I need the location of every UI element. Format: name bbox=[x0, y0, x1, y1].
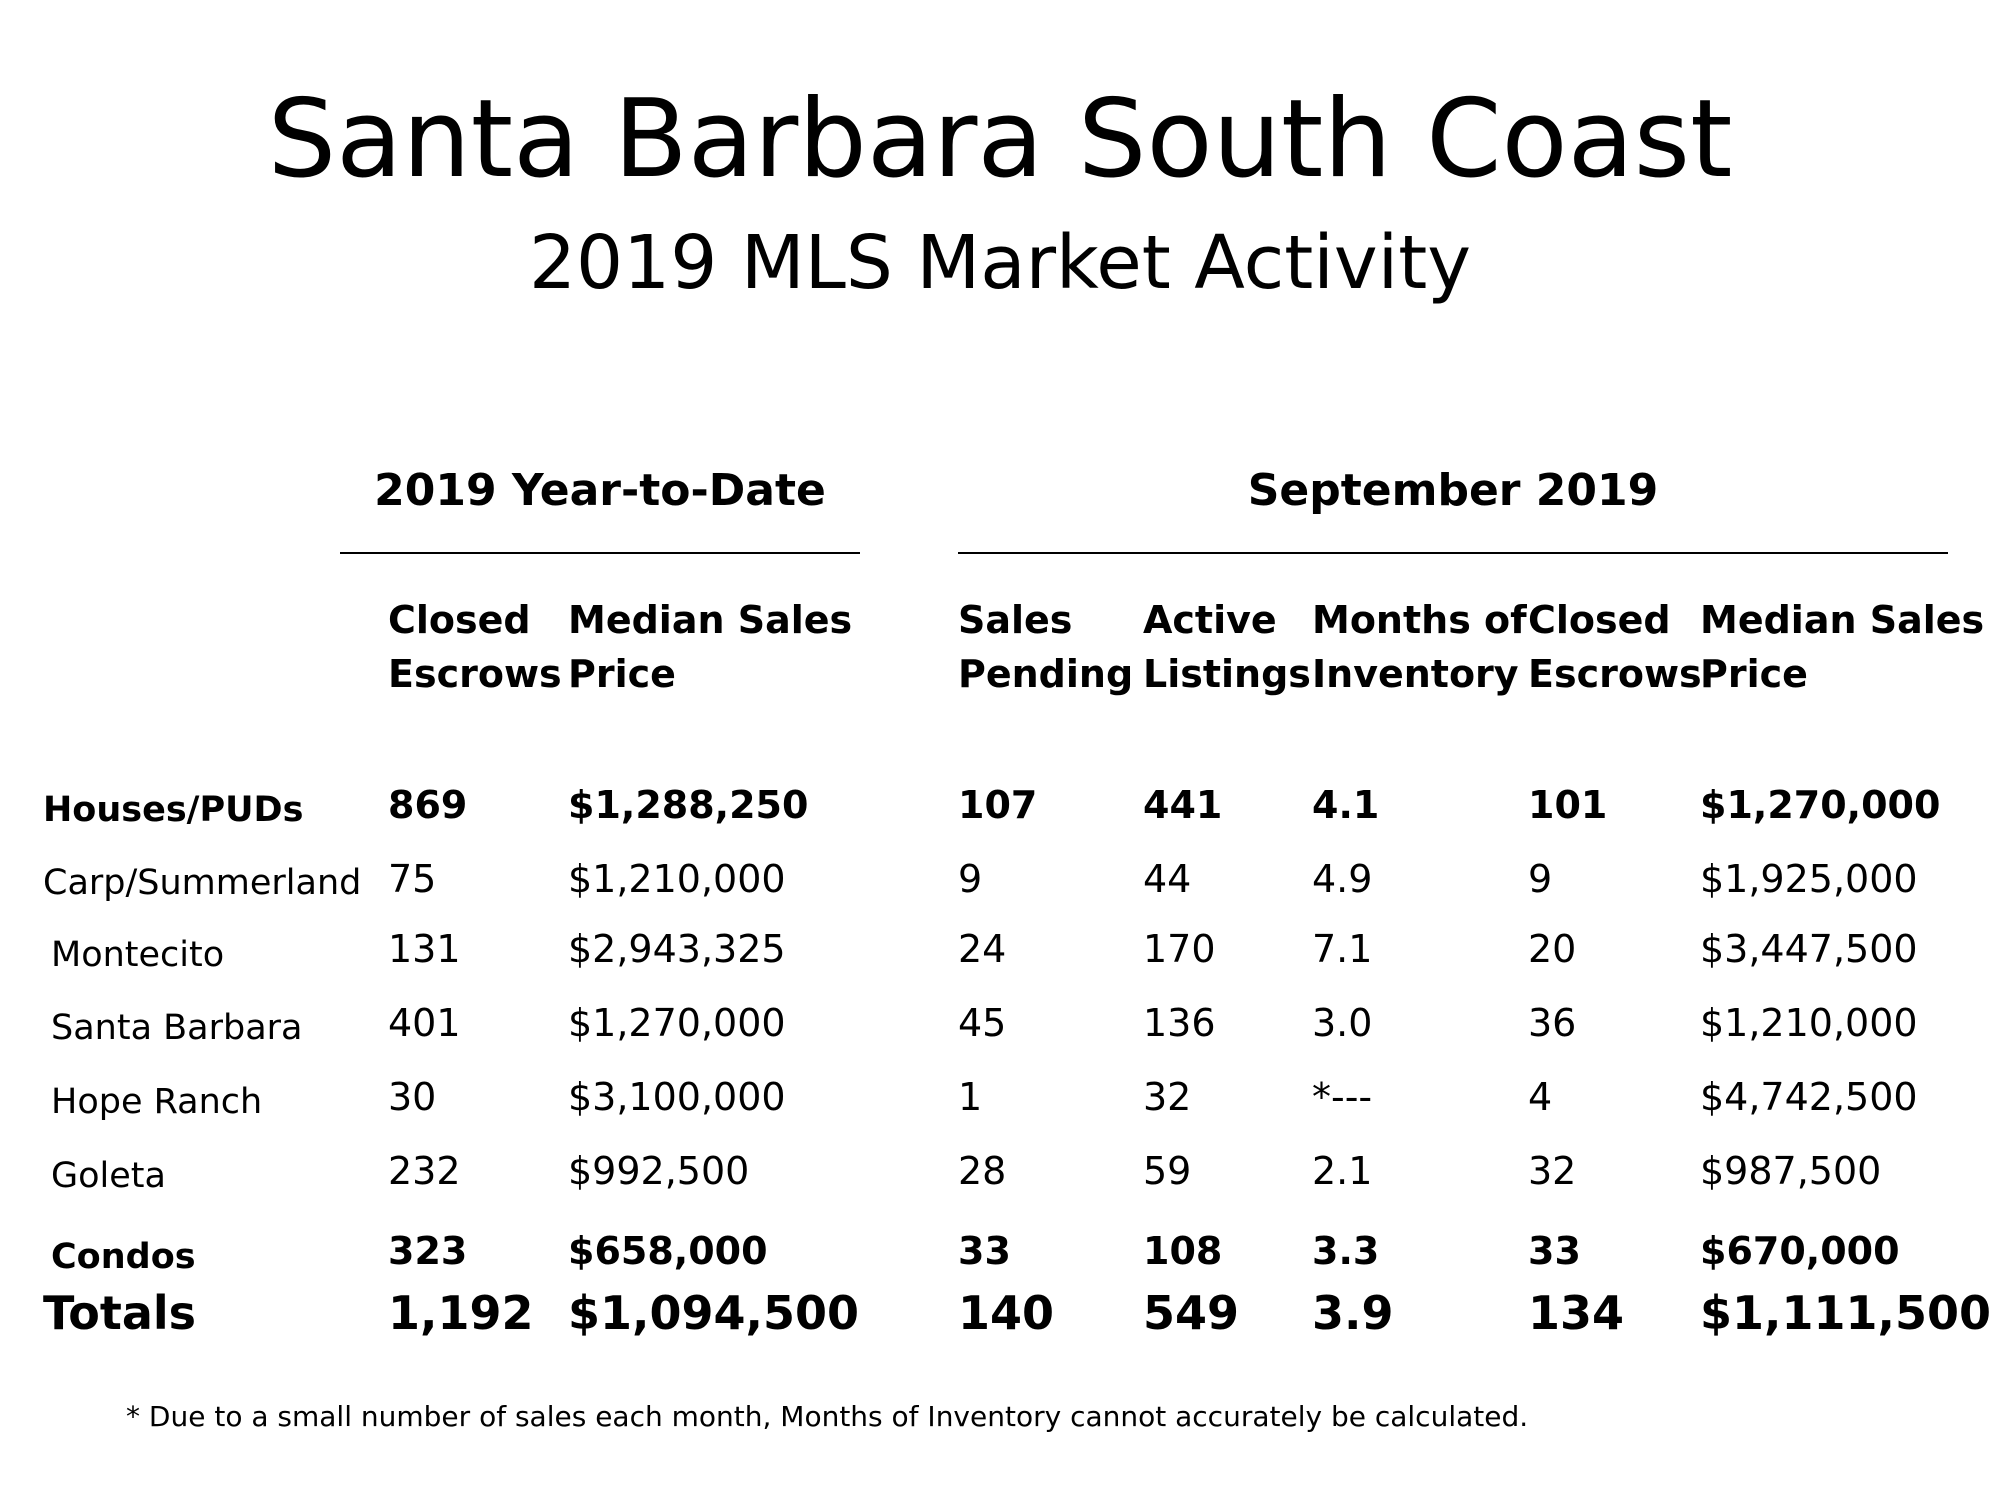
table-cell: 3.0 bbox=[1312, 1001, 1373, 1045]
group-header-month: September 2019 bbox=[1247, 465, 1659, 516]
column-header-months-inventory: Months of Inventory bbox=[1312, 598, 1527, 696]
row-label-goleta: Goleta bbox=[51, 1156, 166, 1196]
column-header-month-median-price: Median Sales Price bbox=[1700, 598, 1985, 696]
table-cell: 549 bbox=[1143, 1286, 1240, 1340]
table-cell: $992,500 bbox=[568, 1149, 750, 1193]
table-cell: 1,192 bbox=[388, 1286, 534, 1340]
table-cell: $1,270,000 bbox=[1700, 783, 1941, 827]
table-cell: 32 bbox=[1143, 1075, 1192, 1119]
table-cell: $1,210,000 bbox=[1700, 1001, 1918, 1045]
table-cell: 323 bbox=[388, 1229, 468, 1273]
table-cell: $4,742,500 bbox=[1700, 1075, 1918, 1119]
page-subtitle: 2019 MLS Market Activity bbox=[528, 220, 1472, 306]
table-cell: 107 bbox=[958, 783, 1038, 827]
page-title: Santa Barbara South Coast bbox=[267, 77, 1733, 202]
table-cell: $1,288,250 bbox=[568, 783, 809, 827]
table-cell: 9 bbox=[958, 857, 983, 901]
row-label-montecito: Montecito bbox=[51, 935, 225, 975]
table-cell: 170 bbox=[1143, 927, 1216, 971]
table-cell: 134 bbox=[1528, 1286, 1625, 1340]
table-cell: 45 bbox=[958, 1001, 1007, 1045]
table-cell: 4.9 bbox=[1312, 857, 1373, 901]
table-cell: 2.1 bbox=[1312, 1149, 1373, 1193]
column-header-ytd-closed-escrows: Closed Escrows bbox=[388, 598, 562, 696]
divider-month bbox=[958, 552, 1948, 554]
table-cell: 3.9 bbox=[1312, 1286, 1394, 1340]
row-label-carp-summerland: Carp/Summerland bbox=[43, 863, 362, 903]
table-cell: 4 bbox=[1528, 1075, 1553, 1119]
group-header-ytd: 2019 Year-to-Date bbox=[374, 465, 826, 516]
table-cell: 75 bbox=[388, 857, 437, 901]
table-cell: 59 bbox=[1143, 1149, 1192, 1193]
table-cell: 33 bbox=[958, 1229, 1011, 1273]
table-cell: 32 bbox=[1528, 1149, 1577, 1193]
table-cell: $670,000 bbox=[1700, 1229, 1900, 1273]
table-cell: 28 bbox=[958, 1149, 1007, 1193]
table-cell: 136 bbox=[1143, 1001, 1216, 1045]
table-cell: $658,000 bbox=[568, 1229, 768, 1273]
table-cell: 140 bbox=[958, 1286, 1055, 1340]
table-cell: $1,925,000 bbox=[1700, 857, 1918, 901]
row-label-totals: Totals bbox=[43, 1286, 197, 1340]
table-cell: 131 bbox=[388, 927, 461, 971]
table-cell: 20 bbox=[1528, 927, 1577, 971]
table-cell: $3,447,500 bbox=[1700, 927, 1918, 971]
table-cell: 33 bbox=[1528, 1229, 1581, 1273]
row-label-houses: Houses/PUDs bbox=[43, 790, 304, 830]
table-cell: $1,094,500 bbox=[568, 1286, 860, 1340]
table-cell: 101 bbox=[1528, 783, 1608, 827]
table-cell: 36 bbox=[1528, 1001, 1577, 1045]
row-label-santa-barbara: Santa Barbara bbox=[51, 1008, 303, 1048]
table-cell: 9 bbox=[1528, 857, 1553, 901]
table-cell: 441 bbox=[1143, 783, 1223, 827]
column-header-ytd-median-price: Median Sales Price bbox=[568, 598, 853, 696]
table-cell: 401 bbox=[388, 1001, 461, 1045]
table-cell: $1,270,000 bbox=[568, 1001, 786, 1045]
table-cell: 108 bbox=[1143, 1229, 1223, 1273]
row-label-hope-ranch: Hope Ranch bbox=[51, 1082, 263, 1122]
table-cell: *--- bbox=[1312, 1075, 1373, 1119]
column-header-sales-pending: Sales Pending bbox=[958, 598, 1134, 696]
table-cell: 30 bbox=[388, 1075, 437, 1119]
table-cell: 869 bbox=[388, 783, 468, 827]
table-cell: 232 bbox=[388, 1149, 461, 1193]
column-header-active-listings: Active Listings bbox=[1143, 598, 1311, 696]
table-cell: 1 bbox=[958, 1075, 983, 1119]
divider-ytd bbox=[340, 552, 860, 554]
table-cell: 44 bbox=[1143, 857, 1192, 901]
table-cell: $1,210,000 bbox=[568, 857, 786, 901]
table-cell: $1,111,500 bbox=[1700, 1286, 1992, 1340]
column-header-month-closed-escrows: Closed Escrows bbox=[1528, 598, 1702, 696]
table-cell: $987,500 bbox=[1700, 1149, 1882, 1193]
table-cell: 3.3 bbox=[1312, 1229, 1380, 1273]
footnote: * Due to a small number of sales each mo… bbox=[126, 1400, 1529, 1433]
row-label-condos: Condos bbox=[51, 1237, 196, 1277]
table-cell: 7.1 bbox=[1312, 927, 1373, 971]
table-cell: $3,100,000 bbox=[568, 1075, 786, 1119]
table-cell: 24 bbox=[958, 927, 1007, 971]
table-cell: 4.1 bbox=[1312, 783, 1380, 827]
table-cell: $2,943,325 bbox=[568, 927, 786, 971]
